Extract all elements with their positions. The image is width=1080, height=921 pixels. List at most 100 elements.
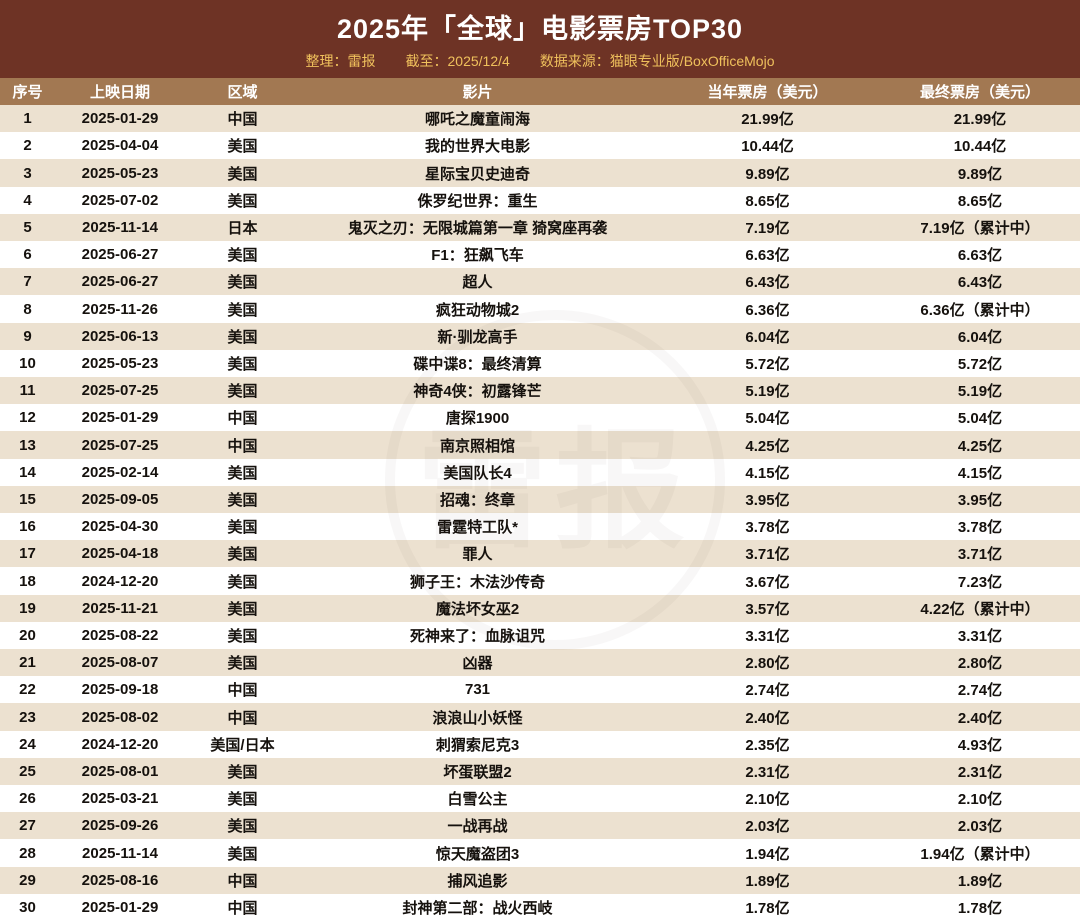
table-row: 2 2025-04-04 美国 我的世界大电影 10.44亿 10.44亿 (0, 132, 1080, 160)
release-date-cell: 2025-08-16 (81, 871, 159, 889)
year-gross-cell: 3.95亿 (745, 491, 790, 509)
year-gross-cell: 5.04亿 (745, 410, 790, 428)
region-cell: 美国 (227, 655, 258, 673)
region-cell: 美国 (227, 328, 258, 346)
film-title-cell: 神奇4侠：初露锋芒 (413, 383, 542, 401)
region-cell: 美国 (227, 274, 258, 292)
film-title-cell: 731 (464, 681, 491, 699)
rank-cell: 26 (19, 790, 36, 808)
film-title-cell: 惊天魔盗团3 (435, 845, 520, 863)
year-gross-cell: 7.19亿 (745, 219, 790, 237)
final-gross-cell: 9.89亿 (957, 165, 1003, 183)
region-cell: 美国 (227, 573, 258, 591)
film-title-cell: 封神第二部：战火西岐 (402, 899, 553, 917)
column-header-final-gross: 最终票房（美元） (919, 84, 1040, 101)
rank-cell: 15 (19, 490, 36, 508)
film-title-cell: 南京照相馆 (439, 437, 515, 455)
year-gross-cell: 9.89亿 (745, 165, 790, 183)
year-gross-cell: 8.65亿 (745, 192, 790, 210)
release-date-cell: 2024-12-20 (81, 735, 159, 753)
compiled-by-label: 整理：雷报 (305, 53, 376, 69)
table-row: 26 2025-03-21 美国 白雪公主 2.10亿 2.10亿 (0, 785, 1080, 813)
region-cell: 美国 (227, 491, 258, 509)
year-gross-cell: 1.94亿 (745, 845, 790, 863)
column-header-rank: 序号 (12, 84, 43, 101)
region-cell: 中国 (227, 437, 258, 455)
table-row: 16 2025-04-30 美国 雷霆特工队* 3.78亿 3.78亿 (0, 513, 1080, 541)
final-gross-cell: 1.78亿 (957, 899, 1003, 917)
final-gross-cell: 7.23亿 (957, 573, 1003, 591)
rank-cell: 9 (23, 327, 32, 345)
final-gross-cell: 4.93亿 (957, 736, 1003, 754)
meta-line: 整理：雷报 截至：2025/12/4 数据来源：猫眼专业版/BoxOfficeM… (306, 51, 775, 71)
film-title-cell: 魔法坏女巫2 (435, 600, 520, 618)
rank-cell: 29 (19, 871, 36, 889)
release-date-cell: 2025-09-18 (81, 681, 159, 699)
year-gross-cell: 1.78亿 (745, 899, 790, 917)
region-cell: 中国 (227, 709, 258, 727)
table-row: 13 2025-07-25 中国 南京照相馆 4.25亿 4.25亿 (0, 431, 1080, 459)
year-gross-cell: 6.63亿 (745, 247, 790, 265)
year-gross-cell: 6.04亿 (745, 328, 790, 346)
rank-cell: 4 (23, 191, 32, 209)
year-gross-cell: 2.74亿 (745, 682, 790, 700)
final-gross-cell: 4.22亿（累计中） (920, 600, 1040, 618)
table-row: 5 2025-11-14 日本 鬼灭之刃：无限城篇第一章 猗窝座再袭 7.19亿 7.19… (0, 213, 1080, 242)
region-cell: 美国 (227, 165, 258, 183)
release-date-cell: 2025-01-29 (81, 898, 159, 916)
table-row: 11 2025-07-25 美国 神奇4侠：初露锋芒 5.19亿 5.19亿 (0, 377, 1080, 405)
rank-cell: 19 (19, 599, 36, 617)
film-title-cell: 鬼灭之刃：无限城篇第一章 猗窝座再袭 (347, 219, 608, 237)
table-row: 20 2025-08-22 美国 死神来了：血脉诅咒 3.31亿 3.31亿 (0, 621, 1080, 650)
region-cell: 美国 (227, 138, 258, 156)
release-date-cell: 2025-08-07 (81, 654, 159, 672)
region-cell: 美国 (227, 383, 258, 401)
film-title-cell: 刺猬索尼克3 (435, 736, 520, 754)
final-gross-cell: 2.31亿 (957, 763, 1003, 781)
region-cell: 美国 (227, 600, 258, 618)
year-gross-cell: 3.31亿 (745, 627, 790, 645)
rank-cell: 17 (19, 545, 36, 563)
film-title-cell: 新·驯龙高手 (437, 328, 518, 346)
final-gross-cell: 4.15亿 (957, 464, 1003, 482)
year-gross-cell: 3.57亿 (745, 600, 790, 618)
region-cell: 美国 (227, 791, 258, 809)
film-title-cell: 疯狂动物城2 (435, 301, 520, 319)
year-gross-cell: 3.67亿 (745, 573, 790, 591)
table-row: 23 2025-08-02 中国 浪浪山小妖怪 2.40亿 2.40亿 (0, 703, 1080, 731)
page-title: 2025年「全球」电影票房TOP30 (336, 14, 744, 44)
film-title-cell: 狮子王：木法沙传奇 (409, 573, 545, 591)
table-row: 27 2025-09-26 美国 一战再战 2.03亿 2.03亿 (0, 812, 1080, 840)
region-cell: 美国 (227, 301, 258, 319)
release-date-cell: 2025-03-21 (81, 790, 159, 808)
data-source-label: 数据来源：猫眼专业版/BoxOfficeMojo (539, 53, 775, 69)
rank-cell: 16 (19, 518, 36, 536)
region-cell: 美国 (227, 519, 258, 537)
film-title-cell: 唐探1900 (445, 410, 510, 428)
rank-cell: 3 (23, 164, 32, 182)
year-gross-cell: 3.71亿 (745, 546, 790, 564)
table-row: 24 2024-12-20 美国/日本 刺猬索尼克3 2.35亿 4.93亿 (0, 730, 1080, 758)
final-gross-cell: 2.40亿 (957, 709, 1003, 727)
table-row: 18 2024-12-20 美国 狮子王：木法沙传奇 3.67亿 7.23亿 (0, 567, 1080, 595)
final-gross-cell: 6.04亿 (957, 328, 1003, 346)
table-row: 28 2025-11-14 美国 惊天魔盗团3 1.94亿 1.94亿（累计中） (0, 839, 1080, 867)
table-row: 22 2025-09-18 中国 731 2.74亿 2.74亿 (0, 676, 1080, 704)
year-gross-cell: 5.19亿 (745, 383, 790, 401)
table-row: 29 2025-08-16 中国 捕风追影 1.89亿 1.89亿 (0, 866, 1080, 894)
region-cell: 美国 (227, 464, 258, 482)
final-gross-cell: 10.44亿 (953, 138, 1007, 156)
final-gross-cell: 3.31亿 (957, 627, 1003, 645)
rank-cell: 8 (23, 300, 32, 318)
region-cell: 日本 (227, 219, 258, 237)
release-date-cell: 2025-08-22 (81, 626, 159, 644)
rank-cell: 6 (23, 246, 32, 264)
release-date-cell: 2025-05-23 (81, 164, 159, 182)
year-gross-cell: 10.44亿 (741, 138, 794, 156)
film-title-cell: 哪吒之魔童闹海 (424, 111, 530, 129)
final-gross-cell: 21.99亿 (953, 111, 1007, 129)
rank-cell: 7 (23, 273, 32, 291)
rank-cell: 27 (19, 817, 36, 835)
table-row: 25 2025-08-01 美国 坏蛋联盟2 2.31亿 2.31亿 (0, 757, 1080, 786)
